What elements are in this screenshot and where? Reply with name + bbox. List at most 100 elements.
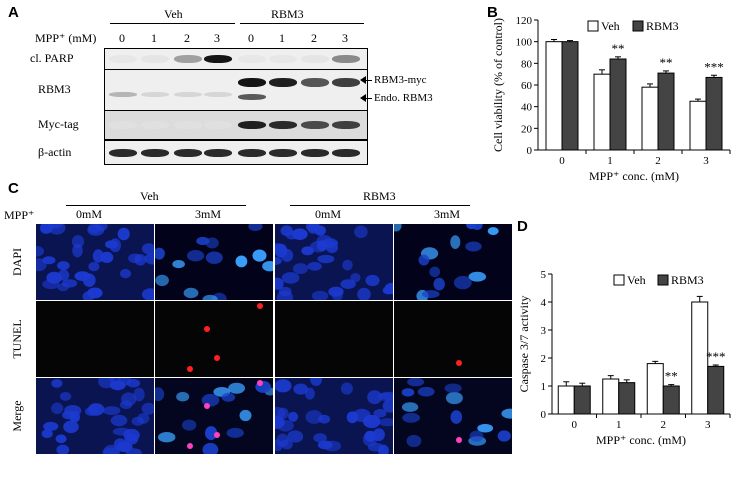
y-tick-label: 2 — [541, 353, 547, 365]
nucleus — [202, 294, 218, 300]
nucleus — [281, 272, 300, 284]
nucleus — [367, 390, 382, 405]
nucleus — [342, 259, 353, 271]
nucleus — [202, 442, 219, 454]
nucleus — [176, 391, 190, 402]
caspase-activity-chart: 0 1 2 3 4 5 0 1 2 ** 3 *** MPP⁺ conc. (mM) Caspase 3/… — [517, 269, 731, 447]
x-tick-label: 2 — [661, 419, 667, 431]
nucleus — [248, 224, 263, 231]
nucleus — [51, 379, 63, 388]
panel-label-c: C — [8, 180, 19, 197]
nucleus — [384, 282, 393, 295]
nucleus — [316, 240, 327, 251]
nucleus — [292, 263, 308, 275]
blot-band — [174, 148, 202, 157]
nucleus — [401, 402, 419, 412]
nucleus — [87, 287, 103, 299]
blot-band — [204, 92, 232, 97]
micro-tile — [155, 301, 273, 377]
nucleus — [402, 412, 420, 423]
nucleus — [418, 254, 430, 266]
nucleus — [465, 241, 482, 252]
nucleus — [275, 379, 292, 393]
nucleus — [158, 432, 176, 443]
nucleus — [350, 273, 361, 283]
nucleus — [497, 430, 511, 442]
micro-mpp-label: MPP⁺ — [4, 208, 35, 222]
blot-band — [204, 121, 232, 129]
micro-tile — [275, 378, 393, 454]
blot-row-label: β-actin — [38, 144, 72, 159]
blot-group-veh: Veh — [164, 7, 183, 21]
lane-label: 3 — [214, 31, 220, 45]
nucleus — [444, 383, 462, 393]
lane-label: 1 — [151, 31, 157, 45]
blot-band — [174, 121, 202, 129]
x-tick-label: 1 — [616, 419, 622, 431]
micro-row-label: TUNEL — [10, 319, 24, 359]
nucleus — [196, 236, 210, 246]
x-axis-label: MPP⁺ conc. (mM) — [596, 433, 686, 447]
nucleus — [155, 387, 165, 402]
nucleus — [422, 290, 440, 299]
nucleus — [468, 271, 487, 282]
y-tick-label: 5 — [541, 269, 547, 281]
nucleus — [71, 235, 85, 248]
nucleus — [275, 257, 282, 265]
nucleus — [144, 252, 154, 265]
blot-band — [109, 121, 137, 129]
nucleus — [276, 433, 289, 448]
blot-band — [269, 78, 297, 87]
legend-label: Veh — [627, 273, 646, 287]
y-tick-label: 120 — [516, 15, 533, 27]
micro-tile — [394, 378, 512, 454]
bar — [641, 86, 659, 151]
nucleus — [252, 249, 267, 262]
nucleus — [141, 288, 154, 300]
arrow-endo — [362, 98, 372, 99]
panel-label-d: D — [517, 218, 528, 235]
nucleus — [110, 414, 128, 427]
bar — [593, 73, 611, 151]
nucleus — [119, 400, 133, 410]
nucleus — [103, 444, 119, 454]
micro-tile — [394, 224, 512, 300]
legend-swatch — [587, 20, 599, 32]
nucleus — [120, 268, 131, 279]
micro-tile — [36, 378, 154, 454]
nucleus — [103, 406, 121, 416]
bar — [705, 76, 723, 151]
nucleus — [287, 430, 304, 443]
nucleus — [307, 261, 322, 271]
tunel-spot — [257, 303, 263, 309]
nucleus — [313, 433, 327, 443]
tunel-spot — [214, 355, 220, 361]
tunel-spot — [456, 360, 462, 366]
nucleus — [82, 273, 96, 287]
blot-band — [332, 78, 360, 87]
nucleus — [311, 290, 329, 300]
nucleus — [228, 382, 245, 394]
nucleus — [453, 275, 472, 290]
nucleus — [277, 407, 289, 420]
micro-row-label: Merge — [10, 400, 24, 432]
blot-band — [301, 148, 329, 157]
nucleus — [450, 410, 463, 424]
nucleus — [293, 383, 308, 395]
x-tick-label: 0 — [572, 419, 578, 431]
blot-band — [141, 121, 169, 129]
lane-label: 0 — [119, 31, 125, 45]
nucleus — [276, 290, 294, 300]
nucleus — [429, 266, 441, 278]
blot-row-label: Myc-tag — [38, 117, 79, 131]
nucleus — [275, 243, 285, 252]
bar — [602, 378, 620, 415]
micro-tile — [394, 301, 512, 377]
nucleus — [310, 378, 323, 386]
nucleus — [365, 274, 380, 287]
nucleus — [141, 243, 154, 255]
nucleus — [46, 271, 62, 284]
blot-band — [109, 55, 137, 63]
blot-mpp-label: MPP⁺ (mM) — [35, 31, 97, 45]
arrow-head-icon — [360, 76, 366, 84]
